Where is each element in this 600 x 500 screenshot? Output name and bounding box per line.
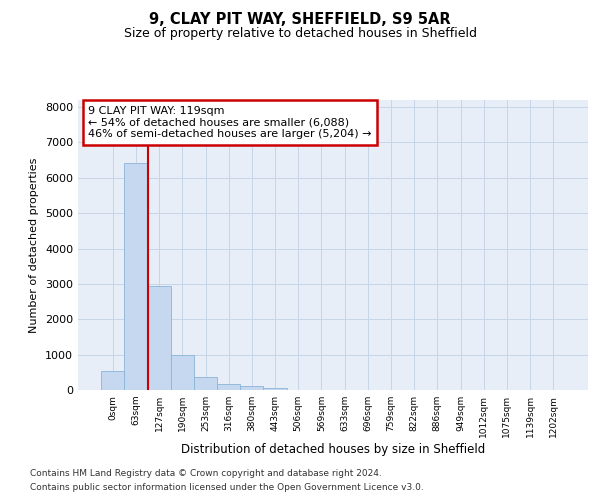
Text: Contains HM Land Registry data © Crown copyright and database right 2024.: Contains HM Land Registry data © Crown c… <box>30 468 382 477</box>
Text: Size of property relative to detached houses in Sheffield: Size of property relative to detached ho… <box>124 28 476 40</box>
Text: 9 CLAY PIT WAY: 119sqm
← 54% of detached houses are smaller (6,088)
46% of semi-: 9 CLAY PIT WAY: 119sqm ← 54% of detached… <box>88 106 372 139</box>
Bar <box>124 162 148 390</box>
Bar <box>171 356 194 390</box>
Bar <box>148 286 171 390</box>
Y-axis label: Number of detached properties: Number of detached properties <box>29 158 40 332</box>
Text: 9, CLAY PIT WAY, SHEFFIELD, S9 5AR: 9, CLAY PIT WAY, SHEFFIELD, S9 5AR <box>149 12 451 28</box>
Bar <box>101 370 124 390</box>
Text: Distribution of detached houses by size in Sheffield: Distribution of detached houses by size … <box>181 442 485 456</box>
Bar <box>217 384 240 390</box>
Text: Contains public sector information licensed under the Open Government Licence v3: Contains public sector information licen… <box>30 484 424 492</box>
Bar <box>263 388 287 390</box>
Bar <box>240 386 263 390</box>
Bar <box>194 376 217 390</box>
